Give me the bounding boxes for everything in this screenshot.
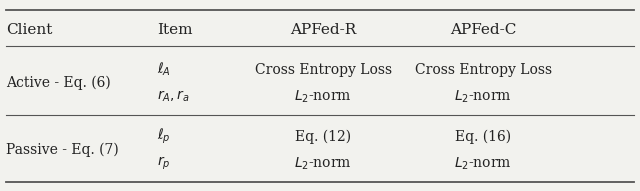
Text: $L_2$-norm: $L_2$-norm [294, 88, 352, 105]
Text: Client: Client [6, 23, 52, 37]
Text: Eq. (16): Eq. (16) [455, 129, 511, 144]
Text: $r_A, r_a$: $r_A, r_a$ [157, 89, 189, 104]
Text: APFed-C: APFed-C [450, 23, 516, 37]
Text: Passive - Eq. (7): Passive - Eq. (7) [6, 143, 119, 157]
Text: $r_p$: $r_p$ [157, 155, 170, 172]
Text: $\ell_A$: $\ell_A$ [157, 61, 171, 79]
Text: Cross Entropy Loss: Cross Entropy Loss [415, 63, 552, 77]
Text: $\ell_p$: $\ell_p$ [157, 127, 170, 146]
Text: Cross Entropy Loss: Cross Entropy Loss [255, 63, 392, 77]
Text: Active - Eq. (6): Active - Eq. (6) [6, 76, 111, 90]
Text: $L_2$-norm: $L_2$-norm [454, 88, 512, 105]
Text: $L_2$-norm: $L_2$-norm [294, 155, 352, 172]
Text: APFed-R: APFed-R [290, 23, 356, 37]
Text: Eq. (12): Eq. (12) [295, 129, 351, 144]
Text: $L_2$-norm: $L_2$-norm [454, 155, 512, 172]
Text: Item: Item [157, 23, 192, 37]
